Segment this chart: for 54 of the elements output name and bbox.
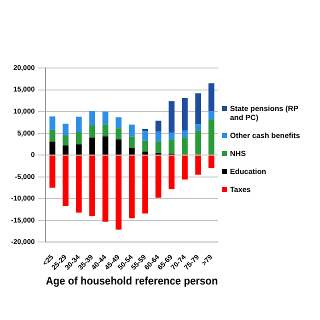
bar — [116, 128, 122, 140]
bar — [89, 125, 96, 138]
bar — [102, 112, 108, 125]
bar — [89, 156, 96, 216]
bar — [49, 116, 56, 130]
bar — [116, 139, 122, 155]
bar — [195, 124, 202, 130]
bar — [182, 130, 188, 138]
bar — [116, 156, 122, 230]
bar — [168, 156, 175, 190]
bar — [89, 138, 96, 155]
bar — [182, 137, 188, 155]
x-axis-title: Age of household reference person — [46, 275, 218, 288]
bar — [155, 156, 162, 198]
bar — [142, 156, 148, 214]
bar — [49, 156, 56, 188]
bar — [102, 156, 108, 222]
bar — [142, 131, 148, 141]
bar — [208, 83, 214, 112]
bar — [195, 93, 202, 124]
bar — [142, 152, 148, 155]
bar — [155, 132, 162, 142]
bar — [62, 124, 69, 136]
bar — [49, 130, 56, 142]
bar — [142, 128, 148, 132]
bar — [128, 148, 135, 155]
bar — [182, 98, 188, 131]
bar — [168, 139, 175, 154]
bar — [116, 117, 122, 128]
bar — [155, 120, 162, 132]
bar — [128, 136, 135, 148]
bar — [195, 156, 202, 175]
bar — [62, 136, 69, 146]
bar — [182, 156, 188, 180]
bar — [102, 124, 108, 136]
bar — [128, 124, 135, 137]
bar — [76, 144, 82, 155]
bar — [89, 111, 96, 126]
bar — [155, 142, 162, 153]
bar — [168, 132, 175, 140]
bar — [76, 132, 82, 144]
bar — [49, 142, 56, 155]
bar — [208, 156, 214, 168]
bar — [195, 130, 202, 155]
bar — [62, 146, 69, 155]
bar — [128, 156, 135, 218]
bar — [76, 116, 82, 132]
bar — [208, 111, 214, 120]
bar — [62, 156, 69, 206]
bar — [102, 136, 108, 155]
bar — [168, 101, 175, 132]
bar — [142, 140, 148, 152]
bar — [208, 119, 214, 155]
bar — [76, 156, 82, 213]
